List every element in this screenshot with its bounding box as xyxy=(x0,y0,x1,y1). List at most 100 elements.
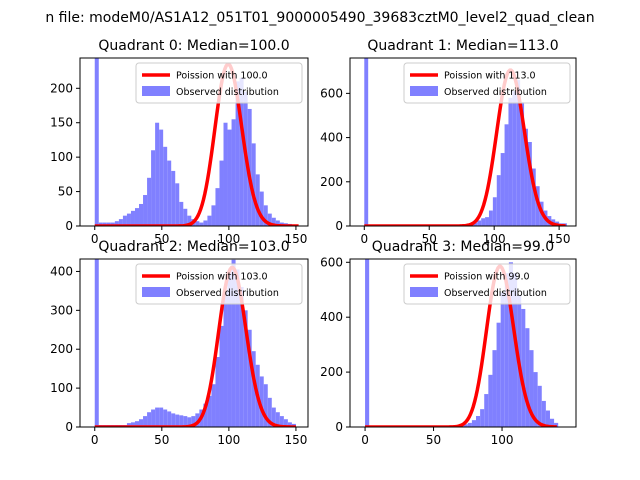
x-tick-label: 100 xyxy=(483,232,506,246)
axes-frame xyxy=(349,57,577,227)
legend-hist-label: Observed distribution xyxy=(444,288,547,299)
axes-frame xyxy=(349,258,577,428)
histogram-bar xyxy=(227,129,232,226)
histogram-bar xyxy=(488,210,493,226)
histogram-bar xyxy=(94,259,99,427)
y-tick-label: 0 xyxy=(65,219,73,233)
legend-box xyxy=(403,263,571,305)
histogram-bar xyxy=(527,142,532,226)
histogram-bar xyxy=(203,403,208,427)
y-tick-label: 400 xyxy=(50,264,73,278)
histogram-bar xyxy=(251,143,256,226)
histogram-bar xyxy=(223,290,228,427)
panel-title: Quadrant 3: Median=99.0 xyxy=(372,239,554,255)
histogram-bar xyxy=(480,409,485,427)
axes-frame xyxy=(79,57,309,227)
legend-hist-label: Observed distribution xyxy=(176,288,279,299)
histogram-bar xyxy=(275,220,280,226)
histogram-bar xyxy=(467,422,472,427)
legend-poisson-label: Poission with 100.0 xyxy=(176,71,268,82)
legend-poisson-label: Poission with 103.0 xyxy=(176,272,268,283)
histogram-bar xyxy=(492,197,497,226)
histogram-bar xyxy=(155,407,160,427)
histogram-bar xyxy=(247,108,252,226)
poisson-curve xyxy=(94,265,297,427)
histogram-bar xyxy=(231,119,236,226)
histogram-bar xyxy=(545,410,550,427)
histogram-bar xyxy=(521,308,526,427)
histogram-bar xyxy=(183,416,188,427)
histogram-bar xyxy=(477,220,482,226)
histogram-bar xyxy=(219,325,224,427)
histogram-bar xyxy=(275,412,280,427)
x-tick-label: 150 xyxy=(284,232,307,246)
y-tick-label: 0 xyxy=(65,420,73,434)
histogram-bar xyxy=(179,201,184,226)
histogram-bar xyxy=(211,384,216,427)
histogram-bar xyxy=(203,220,208,226)
histogram-bar xyxy=(508,262,513,427)
histogram-bar xyxy=(283,419,288,427)
histogram-bar xyxy=(259,376,264,427)
histogram-bar xyxy=(199,222,204,226)
histogram-bar xyxy=(512,91,517,226)
y-tick-label: 100 xyxy=(50,381,73,395)
quadrant-1-panel: 0 50 100 150 0 200 400 600 Quadrant 1: Median=11… xyxy=(320,38,577,246)
legend-hist-swatch xyxy=(410,86,438,96)
x-tick-label: 0 xyxy=(91,433,99,447)
histogram-bar xyxy=(471,420,477,427)
y-tick-label: 600 xyxy=(320,255,343,269)
histogram-bar xyxy=(167,160,172,226)
poisson-curve xyxy=(94,62,300,226)
legend-poisson-label: Poission with 99.0 xyxy=(444,272,530,283)
plot-area xyxy=(94,259,297,427)
histogram-bar xyxy=(183,208,188,226)
histogram-bar xyxy=(167,411,172,427)
histogram-bar xyxy=(504,273,509,427)
histogram-bar xyxy=(134,208,140,226)
histogram-bar xyxy=(207,215,212,226)
histogram-bar xyxy=(263,205,268,226)
histogram-bar xyxy=(118,219,123,226)
histogram-bar xyxy=(215,188,220,226)
histogram-bar xyxy=(130,422,135,427)
histogram-bar xyxy=(267,397,272,427)
histogram-bar xyxy=(231,259,236,427)
histogram-bar xyxy=(171,413,176,427)
poisson-curve xyxy=(364,264,558,427)
y-tick-label: 100 xyxy=(50,150,73,164)
histogram-bar xyxy=(151,150,156,226)
x-tick-label: 100 xyxy=(217,232,240,246)
x-tick-label: 100 xyxy=(491,433,514,447)
y-tick-label: 0 xyxy=(335,420,343,434)
x-tick-label: 0 xyxy=(91,232,99,246)
histogram-bar xyxy=(520,102,525,226)
x-tick-label: 50 xyxy=(154,232,169,246)
quadrant-0-panel: 0 50 100 150 0 50 100 150 200 Quadrant 0: Median=… xyxy=(50,38,309,246)
legend-hist-swatch xyxy=(142,86,170,96)
legend-hist-label: Observed distribution xyxy=(176,87,279,98)
y-tick-label: 600 xyxy=(320,86,343,100)
histogram-bar xyxy=(235,269,240,427)
histogram-bar xyxy=(524,128,528,226)
histogram-bar xyxy=(484,394,489,427)
x-tick-label: 150 xyxy=(284,433,307,447)
plot-area xyxy=(94,58,300,226)
histogram-bar xyxy=(227,271,232,427)
panel-title: Quadrant 1: Median=113.0 xyxy=(367,38,558,54)
histogram-bar xyxy=(215,357,220,427)
histogram-bar xyxy=(488,374,493,427)
histogram-bar xyxy=(130,210,135,226)
histogram-bar xyxy=(122,215,127,226)
y-tick-label: 50 xyxy=(58,185,73,199)
histogram-bar xyxy=(485,217,489,226)
histogram-bar xyxy=(147,177,152,226)
x-tick-label: 100 xyxy=(217,433,240,447)
histogram-bar xyxy=(531,168,536,226)
histogram-bar xyxy=(554,422,559,427)
histogram-bar xyxy=(263,384,268,427)
x-tick-label: 0 xyxy=(361,433,369,447)
figure-suptitle: n file: modeM0/AS1A12_051T01_9000005490_… xyxy=(45,10,594,26)
histogram-bar xyxy=(239,77,244,226)
histogram-bar xyxy=(287,422,292,427)
